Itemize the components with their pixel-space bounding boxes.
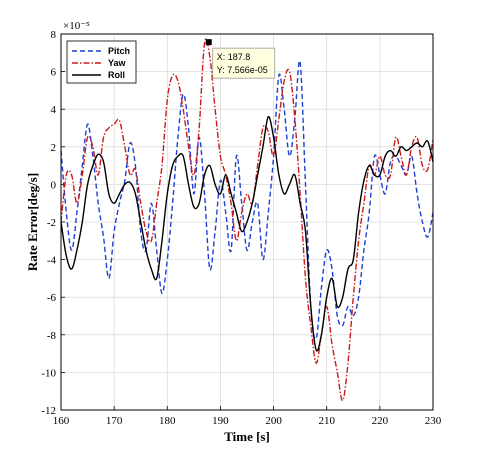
x-axis-label: Time [s]: [224, 429, 270, 444]
x-tick-label: 200: [265, 415, 282, 427]
y-tick-label: 6: [51, 67, 57, 79]
axes-box: [60, 33, 434, 411]
datatip-x-label: X: 187.8: [217, 52, 251, 62]
x-tick-label: 180: [159, 415, 176, 427]
y-tick-label: 0: [51, 179, 57, 191]
x-tick-label: 170: [106, 415, 123, 427]
datatip[interactable]: X: 187.8 Y: 7.566e-05: [205, 39, 276, 79]
x-tick-label: 230: [425, 415, 442, 427]
series-line-pitch: [60, 60, 434, 340]
legend-label-yaw: Yaw: [108, 58, 127, 68]
series-layer: [60, 38, 434, 402]
series-line-yaw: [60, 38, 434, 402]
legend-box: [66, 40, 137, 84]
x-tick-label: 160: [53, 415, 70, 427]
y-tick-label: 4: [51, 104, 57, 116]
series-line-roll: [60, 115, 434, 352]
y-tick-label: 2: [51, 142, 57, 154]
y-tick-labels: -12 -10 -8 -6 -4 -2 0 2 4 6 8: [41, 29, 56, 417]
x-tick-labels: 160 170 180 190 200 210 220 230: [53, 415, 442, 427]
y-tick-label: -4: [47, 255, 57, 267]
legend-label-pitch: Pitch: [108, 46, 130, 56]
legend[interactable]: Pitch Yaw Roll: [66, 40, 137, 84]
y-tick-label: -10: [41, 367, 56, 379]
x-tick-label: 190: [212, 415, 229, 427]
datatip-y-label: Y: 7.566e-05: [217, 65, 268, 75]
datatip-marker[interactable]: [205, 39, 212, 46]
datatip-box: [212, 47, 276, 79]
y-tick-label: 8: [51, 29, 57, 41]
x-tick-label: 220: [372, 415, 389, 427]
y-exponent-label: ×10⁻⁵: [63, 20, 90, 32]
y-axis-label: Rate Error[deg/s]: [25, 173, 40, 271]
legend-label-roll: Roll: [108, 70, 125, 80]
y-tick-label: -12: [41, 405, 56, 417]
x-tick-label: 210: [318, 415, 335, 427]
y-tick-label: -8: [47, 330, 57, 342]
y-tick-label: -6: [47, 292, 57, 304]
y-tick-label: -2: [47, 217, 56, 229]
